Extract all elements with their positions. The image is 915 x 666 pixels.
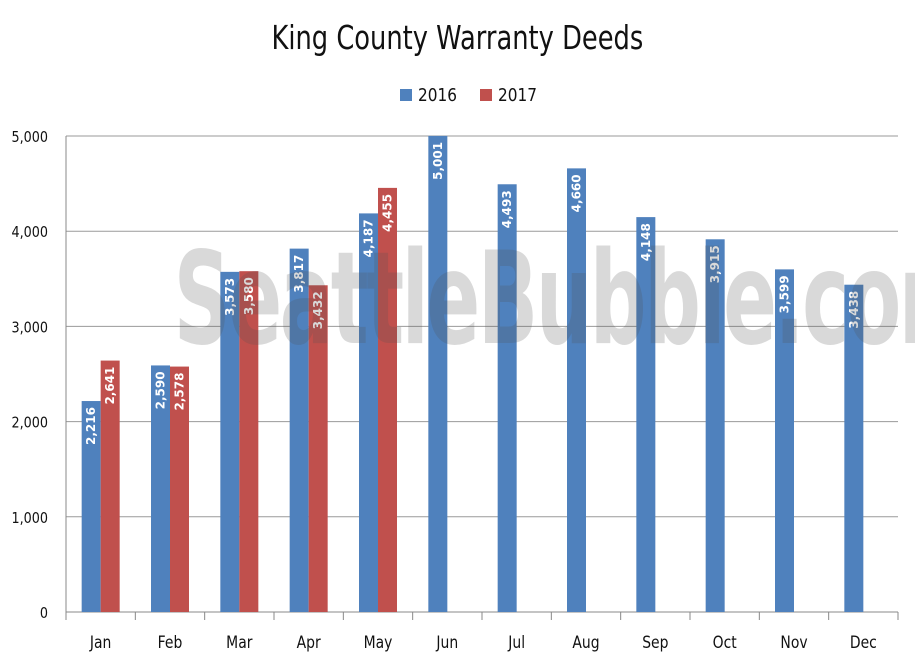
x-tick-label: Jul — [507, 633, 525, 653]
bar-2016-Feb — [151, 365, 170, 612]
legend-label-2017: 2017 — [497, 84, 537, 106]
x-tick-label: Apr — [297, 633, 322, 653]
x-tick-label: May — [364, 633, 393, 653]
x-tick-label: Mar — [226, 633, 253, 653]
bar-2016-Jul — [497, 184, 517, 612]
data-label-2016-Oct: 3,915 — [708, 245, 722, 283]
bar-2016-Sep — [636, 217, 656, 612]
data-label-2016-Jun: 5,001 — [431, 142, 445, 180]
x-tick-label: Feb — [158, 633, 183, 653]
bar-2016-May — [359, 213, 378, 613]
bar-2016-Apr — [289, 248, 309, 613]
bar-2017-Feb — [170, 366, 189, 612]
chart-legend: 2016 2017 — [400, 84, 560, 106]
x-tick-label: Dec — [850, 633, 877, 653]
bar-2016-Jan — [81, 401, 101, 612]
bar-2016-Dec — [844, 284, 864, 612]
data-label-2016-Jul: 4,493 — [500, 190, 514, 228]
data-label-2017-Mar: 3,580 — [242, 277, 256, 315]
x-tick-label: Jun — [436, 633, 459, 653]
data-label-2016-Dec: 3,438 — [847, 291, 861, 329]
y-tick-label: 2,000 — [12, 415, 48, 432]
bar-2017-Mar — [239, 271, 259, 612]
data-label-2016-Nov: 3,599 — [778, 275, 792, 313]
bar-2017-Jan — [100, 360, 120, 612]
legend-label-2016: 2016 — [418, 84, 457, 106]
x-tick-label: Jan — [89, 633, 111, 653]
x-tick-label: Aug — [572, 633, 599, 653]
bar-2016-Mar — [220, 271, 240, 612]
legend-item-2017: 2017 — [479, 84, 544, 106]
legend-swatch-2017 — [479, 89, 492, 101]
x-tick-label: Nov — [780, 633, 807, 653]
bar-2017-May — [378, 187, 397, 612]
legend-swatch-2016 — [400, 89, 412, 101]
data-label-2017-Jan: 2,641 — [103, 367, 117, 405]
data-label-2016-Mar: 3,573 — [223, 278, 237, 316]
data-label-2017-Feb: 2,578 — [173, 373, 187, 411]
data-label-2017-Apr: 3,432 — [311, 291, 325, 329]
x-tick-label: Oct — [713, 633, 737, 653]
bar-2016-Jun — [428, 135, 448, 613]
y-tick-label: 0 — [40, 605, 48, 622]
data-label-2016-Aug: 4,660 — [570, 174, 584, 212]
y-tick-label: 5,000 — [12, 129, 48, 146]
data-label-2016-Jan: 2,216 — [84, 407, 98, 445]
data-label-2017-May: 4,455 — [381, 194, 395, 232]
x-tick-label: Sep — [642, 633, 668, 653]
legend-item-2016: 2016 — [400, 85, 464, 106]
bar-2017-Apr — [308, 285, 328, 612]
y-tick-label: 1,000 — [12, 510, 48, 527]
bar-2016-Oct — [705, 239, 725, 613]
chart-title: King County Warranty Deeds — [271, 18, 644, 57]
y-tick-label: 3,000 — [12, 319, 48, 336]
data-label-2016-Apr: 3,817 — [292, 255, 306, 293]
bar-2016-Aug — [567, 168, 586, 613]
data-label-2016-Feb: 2,590 — [154, 371, 168, 409]
data-label-2016-Sep: 4,148 — [639, 223, 653, 261]
bar-2016-Nov — [775, 269, 794, 612]
y-tick-label: 4,000 — [12, 224, 48, 241]
data-label-2016-May: 4,187 — [362, 219, 376, 257]
